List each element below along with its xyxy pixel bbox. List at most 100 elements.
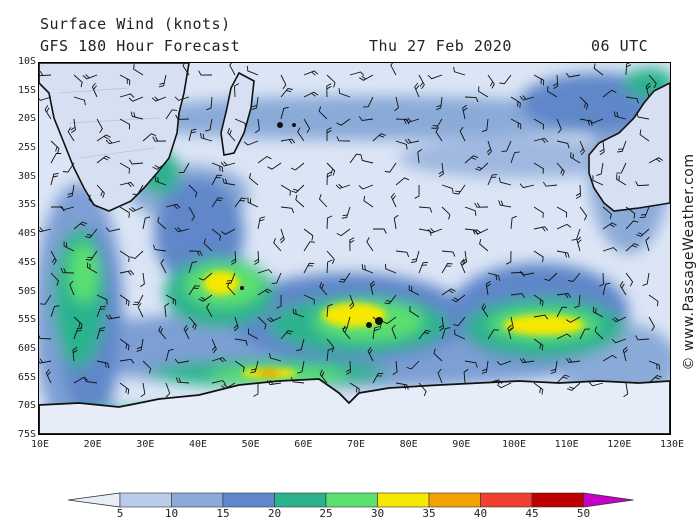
wind-barb [154,176,167,186]
wind-barb [188,285,200,296]
wind-barb [137,302,144,318]
wind-barb [349,71,365,76]
wind-barb [384,162,397,173]
wind-barb [599,140,605,156]
colorbar-tick-label: 45 [525,507,539,520]
wind-barb [175,114,190,120]
wind-barb [648,157,664,164]
wind-barb [418,329,431,340]
forecast-time: 06 UTC [591,37,649,55]
longitude-label: 60E [294,439,313,450]
wind-barb [567,382,581,391]
wind-barb [39,70,52,77]
wind-barb [132,184,144,195]
wind-barb [645,82,651,98]
wind-barb [372,326,380,340]
wind-barb [338,272,351,283]
wind-barb [519,183,535,189]
wind-barb [639,206,650,219]
wind-barb [349,382,360,394]
wind-barb [211,197,224,208]
wind-barb [96,134,111,142]
wind-barb [175,377,190,384]
wind-barb [623,382,629,398]
wind-barb [431,118,443,129]
wind-barb [510,118,522,130]
wind-barb [151,96,167,102]
wind-barb [206,302,213,318]
wind-barb [519,270,535,276]
wind-barb [453,184,466,195]
wind-barb [257,269,273,274]
colorbar [67,492,634,508]
longitude-label: 90E [452,439,471,450]
colorbar-swatch [119,492,172,508]
wind-barb [462,104,468,120]
wind-barb [230,250,237,265]
wind-barb [273,237,282,252]
wind-barb [454,329,466,340]
wind-barb [279,228,285,244]
colorbar-swatch [222,492,275,508]
wind-barb [50,305,60,318]
wind-barb [404,138,420,144]
wind-barb [303,262,315,274]
wind-barb [648,360,661,371]
wind-barb [438,316,445,332]
wind-barb [336,228,351,237]
longitude-label: 80E [399,439,418,450]
wind-barb [556,292,572,299]
longitude-label: 50E [241,439,260,450]
wind-barb [227,127,236,142]
wind-barb [533,294,544,307]
wind-barb [276,294,282,309]
wind-barb [50,250,57,266]
wind-barb [648,294,659,307]
wind-barb [602,222,617,230]
latitude-label: 30S [17,170,36,182]
wind-barb [611,316,627,323]
wind-barb [88,194,98,208]
wind-barb [487,272,501,281]
wind-barb [598,272,604,287]
wind-barb [556,140,570,149]
wind-barb [602,354,617,362]
wind-barb [105,139,121,145]
wind-barb [220,161,236,167]
wind-barb [183,324,190,340]
wind-barb [253,383,259,397]
wind-barb [358,74,374,81]
wind-barb [361,264,374,274]
wind-barb [366,237,374,252]
wind-barb [326,162,336,176]
wind-barb [303,118,311,133]
wind-barb [62,162,75,173]
latitude-label: 35S [17,199,36,211]
wind-barb [119,382,130,395]
wind-barb [198,70,213,76]
wind-barb [50,172,59,186]
wind-barb [635,335,650,341]
wind-barb [130,111,144,120]
wind-barb [257,155,272,164]
wind-barb [596,162,604,176]
wind-barb [249,173,259,186]
wind-barb [565,316,581,323]
wind-barb [188,250,203,256]
wind-barb [59,205,75,211]
wind-barb [406,360,420,370]
wind-barb [266,316,282,323]
longitude-label: 10E [30,439,50,450]
wind-barb [105,227,121,232]
wind-barb [87,262,98,274]
wind-barb [165,203,181,210]
wind-barb [234,338,248,346]
wind-barb [254,118,260,134]
wind-barb [174,96,190,101]
wind-barb [280,184,291,196]
wind-barb [326,259,333,274]
wind-barb [96,118,103,134]
wind-barb [496,360,512,366]
wind-barb [39,358,52,364]
wind-barb [152,162,167,170]
